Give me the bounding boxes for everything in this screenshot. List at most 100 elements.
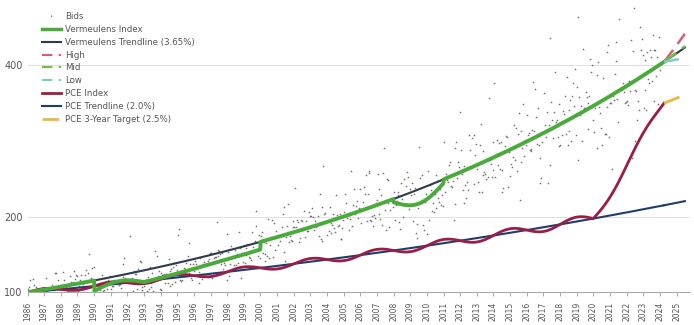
Legend: Bids, Vermeulens Index, Vermeulens Trendline (3.65%), High, Mid, Low, PCE Index,: Bids, Vermeulens Index, Vermeulens Trend… xyxy=(38,8,198,127)
Point xyxy=(98,291,109,296)
Point xyxy=(534,180,545,185)
Point xyxy=(516,129,527,134)
Point xyxy=(344,212,355,217)
Point xyxy=(80,273,91,278)
Point xyxy=(515,160,526,165)
Point xyxy=(121,294,133,300)
Point xyxy=(530,87,541,92)
Point xyxy=(156,270,167,276)
Point xyxy=(457,188,468,193)
Point xyxy=(621,84,632,90)
Point xyxy=(416,173,428,178)
Point xyxy=(464,132,475,137)
Point xyxy=(294,236,305,241)
Point xyxy=(269,235,280,240)
Point xyxy=(338,217,349,223)
Point xyxy=(465,165,476,171)
Point xyxy=(303,210,314,215)
Point xyxy=(314,191,325,197)
Point xyxy=(464,148,475,153)
Point xyxy=(476,189,487,194)
Point xyxy=(33,286,44,291)
Point xyxy=(209,255,220,260)
Point xyxy=(607,166,618,171)
Point xyxy=(44,285,56,290)
Point xyxy=(309,228,320,233)
Point xyxy=(104,273,115,278)
Point xyxy=(191,266,202,271)
Point xyxy=(325,220,336,226)
Point xyxy=(175,277,186,282)
Point xyxy=(493,141,505,146)
Point xyxy=(536,176,547,181)
Point xyxy=(249,238,260,243)
Point xyxy=(118,261,129,266)
Point xyxy=(559,111,570,117)
Point xyxy=(466,135,477,140)
Point xyxy=(237,260,248,265)
Point xyxy=(557,132,568,137)
Point xyxy=(598,76,609,81)
Point xyxy=(545,162,556,167)
Point xyxy=(550,70,561,75)
Point xyxy=(56,295,67,300)
Point xyxy=(366,214,378,219)
Point xyxy=(133,291,144,296)
Point xyxy=(460,182,471,188)
Point xyxy=(511,169,523,174)
Point xyxy=(530,114,541,119)
Point xyxy=(459,164,470,169)
Point xyxy=(50,270,61,275)
Point xyxy=(342,213,353,218)
Point xyxy=(365,218,376,223)
Point xyxy=(292,220,303,225)
Point xyxy=(477,148,488,153)
Point xyxy=(286,238,297,243)
Point xyxy=(199,272,210,277)
Point xyxy=(119,256,130,261)
Point xyxy=(523,130,534,136)
Point xyxy=(419,199,430,204)
Point xyxy=(359,184,370,189)
Point xyxy=(146,280,157,286)
Point xyxy=(480,171,491,176)
Point xyxy=(117,274,128,280)
Point xyxy=(328,211,339,216)
Point xyxy=(108,292,119,298)
Point xyxy=(101,287,112,292)
Point xyxy=(539,91,550,96)
Point xyxy=(401,202,412,207)
Point xyxy=(239,261,251,266)
Point xyxy=(399,201,410,206)
Point xyxy=(53,294,65,300)
Point xyxy=(590,100,601,106)
Point xyxy=(321,232,332,238)
Point xyxy=(161,271,172,276)
Point xyxy=(523,133,534,138)
Point xyxy=(396,181,407,186)
Point xyxy=(241,245,252,251)
Point xyxy=(65,280,76,285)
Point xyxy=(400,183,412,188)
Point xyxy=(608,98,619,103)
Point xyxy=(53,278,64,283)
Point xyxy=(395,227,406,232)
Point xyxy=(524,147,535,152)
Point xyxy=(189,268,200,274)
Point xyxy=(83,251,94,256)
Point xyxy=(489,81,500,86)
Point xyxy=(208,255,219,260)
Point xyxy=(641,107,652,112)
Point xyxy=(25,278,36,283)
Point xyxy=(414,176,425,181)
Point xyxy=(624,79,635,84)
Point xyxy=(571,85,582,90)
Point xyxy=(561,75,573,80)
Point xyxy=(301,228,312,234)
Point xyxy=(518,154,530,159)
Point xyxy=(37,295,48,301)
Point xyxy=(432,178,443,184)
Point xyxy=(35,301,46,306)
Point xyxy=(287,218,298,224)
Point xyxy=(119,276,130,281)
